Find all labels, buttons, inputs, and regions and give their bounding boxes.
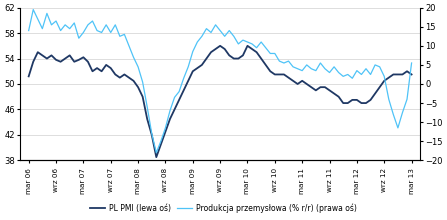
Produkcja przemysłowa (% r/r) (prawa oś) (94, 29, 100, 32)
Produkcja przemysłowa (% r/r) (prawa oś) (149, 132, 154, 135)
Produkcja przemysłowa (% r/r) (prawa oś) (409, 62, 414, 64)
Legend: PL PMI (lewa oś), Produkcja przemysłowa (% r/r) (prawa oś): PL PMI (lewa oś), Produkcja przemysłowa … (87, 201, 360, 216)
Produkcja przemysłowa (% r/r) (prawa oś) (144, 106, 150, 108)
Produkcja przemysłowa (% r/r) (prawa oś) (167, 109, 173, 112)
PL PMI (lewa oś) (395, 73, 401, 76)
Produkcja przemysłowa (% r/r) (prawa oś) (30, 8, 36, 11)
Line: PL PMI (lewa oś): PL PMI (lewa oś) (29, 46, 412, 157)
PL PMI (lewa oś) (217, 44, 223, 47)
Line: Produkcja przemysłowa (% r/r) (prawa oś): Produkcja przemysłowa (% r/r) (prawa oś) (29, 10, 412, 153)
Produkcja przemysłowa (% r/r) (prawa oś) (227, 29, 232, 32)
PL PMI (lewa oś) (140, 95, 145, 98)
PL PMI (lewa oś) (90, 70, 95, 73)
PL PMI (lewa oś) (227, 54, 232, 57)
Produkcja przemysłowa (% r/r) (prawa oś) (26, 29, 31, 32)
PL PMI (lewa oś) (154, 156, 159, 158)
Produkcja przemysłowa (% r/r) (prawa oś) (154, 151, 159, 154)
PL PMI (lewa oś) (26, 75, 31, 78)
PL PMI (lewa oś) (144, 118, 150, 120)
PL PMI (lewa oś) (163, 130, 168, 133)
Produkcja przemysłowa (% r/r) (prawa oś) (395, 126, 401, 129)
PL PMI (lewa oś) (409, 73, 414, 76)
